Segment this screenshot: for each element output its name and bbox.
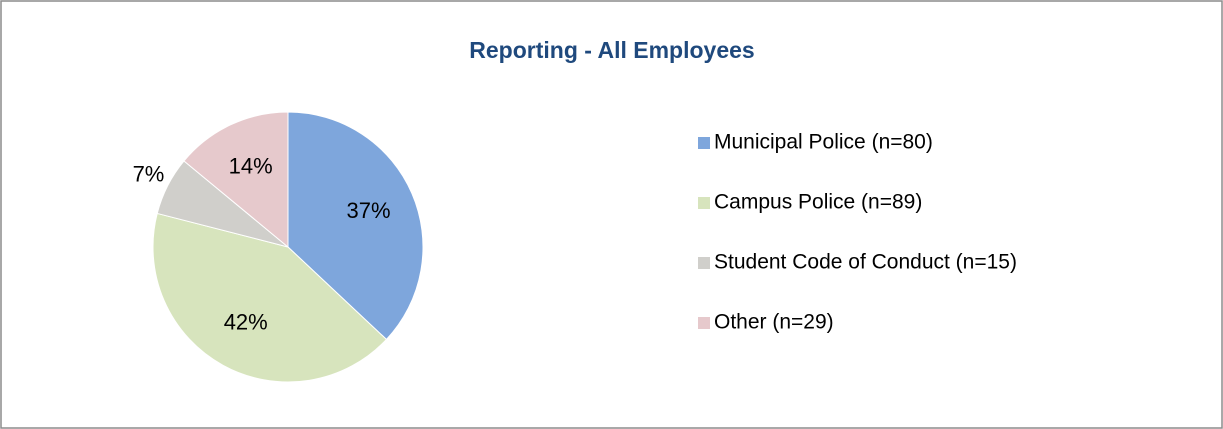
data-label: 7% <box>133 162 165 187</box>
pie-slice <box>183 111 289 249</box>
pie-slice <box>152 212 388 383</box>
data-label: 14% <box>229 153 273 178</box>
legend-label: Campus Police (n=89) <box>714 191 922 214</box>
legend-label: Other (n=29) <box>714 311 834 334</box>
legend-swatch <box>698 257 710 269</box>
legend-swatch <box>698 137 710 149</box>
legend-label: Municipal Police (n=80) <box>714 131 933 154</box>
chart-title: Reporting - All Employees <box>469 37 754 63</box>
legend-swatch <box>698 317 710 329</box>
legend-swatch <box>698 197 710 209</box>
pie-slice <box>287 111 424 341</box>
data-label: 42% <box>224 310 268 335</box>
legend-label: Student Code of Conduct (n=15) <box>714 251 1017 274</box>
data-label: 37% <box>347 198 391 223</box>
